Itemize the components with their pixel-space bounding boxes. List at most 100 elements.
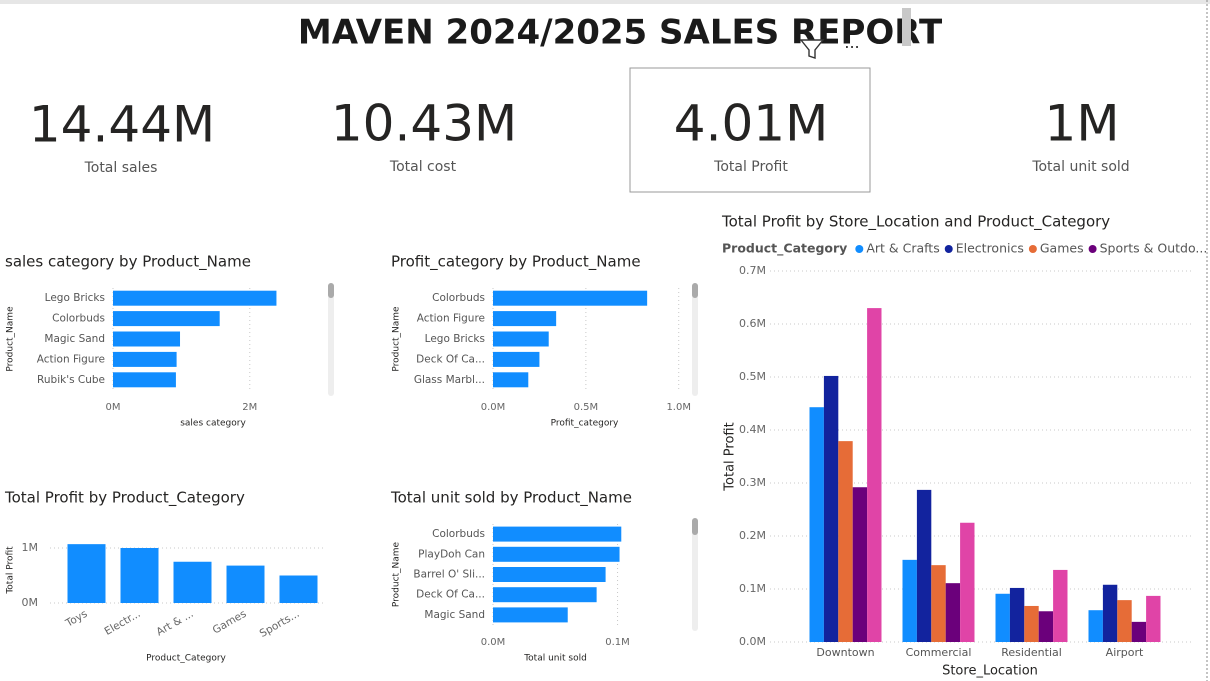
scroll-thumb[interactable] xyxy=(328,283,334,298)
x-tick-label: 0.1M xyxy=(605,637,630,648)
chart-title: sales category by Product_Name xyxy=(5,253,251,272)
bar xyxy=(838,441,853,642)
bar xyxy=(493,526,622,542)
x-axis-label: Product_Category xyxy=(146,654,226,664)
x-tick-label: 0M xyxy=(106,402,121,413)
bar xyxy=(493,290,648,306)
chart-title: Total Profit by Store_Location and Produ… xyxy=(721,213,1110,232)
y-axis-label: Total Profit xyxy=(6,546,16,595)
bar xyxy=(493,351,540,367)
x-tick-label: Sports... xyxy=(258,608,302,640)
chart-title: Total Profit by Product_Category xyxy=(4,489,245,508)
bar xyxy=(995,593,1010,642)
bar xyxy=(67,544,106,603)
x-axis-label: Profit_category xyxy=(551,419,619,429)
y-tick-label: 0.7M xyxy=(739,264,766,277)
legend-swatch xyxy=(1028,245,1037,253)
bar xyxy=(279,575,318,603)
y-tick-label: Colorbuds xyxy=(432,292,485,304)
bar xyxy=(1038,611,1054,642)
x-tick-label: 2M xyxy=(242,402,257,413)
bar xyxy=(916,489,932,642)
legend-label: Art & Crafts xyxy=(866,241,939,256)
scrollbar[interactable] xyxy=(692,283,698,396)
x-tick-label: Commercial xyxy=(906,646,972,659)
bar xyxy=(1117,600,1132,642)
x-tick-label: 0.0M xyxy=(481,637,506,648)
y-tick-label: 0.1M xyxy=(739,582,766,595)
y-tick-label: Action Figure xyxy=(37,353,105,365)
bar xyxy=(493,607,568,623)
y-tick-label: Colorbuds xyxy=(432,528,485,540)
y-tick-label: Barrel O' Sli... xyxy=(413,569,485,581)
top-bar xyxy=(0,0,1210,4)
scroll-thumb[interactable] xyxy=(692,518,698,535)
y-tick-label: Glass Marbl... xyxy=(414,374,485,386)
bar xyxy=(1131,621,1147,642)
y-tick-label: 0.4M xyxy=(739,423,766,436)
bar xyxy=(113,311,220,327)
bar xyxy=(1146,595,1161,642)
y-tick-label: 0.2M xyxy=(739,529,766,542)
x-axis-label: sales category xyxy=(180,419,246,429)
x-tick-label: Airport xyxy=(1106,646,1144,659)
y-tick-label: Colorbuds xyxy=(52,313,105,325)
scrollbar[interactable] xyxy=(328,283,334,396)
bar xyxy=(226,565,265,603)
bar xyxy=(493,546,620,562)
y-axis-label: Product_Name xyxy=(392,306,402,372)
kpi-label: Total Profit xyxy=(713,159,788,175)
x-axis-label: Total unit sold xyxy=(523,654,587,664)
x-tick-label: Downtown xyxy=(816,646,874,659)
bar xyxy=(120,548,159,603)
y-tick-label: 0.0M xyxy=(739,635,766,648)
kpi-label: Total unit sold xyxy=(1031,159,1129,175)
bar xyxy=(960,522,975,642)
y-tick-label: Magic Sand xyxy=(44,333,105,345)
x-tick-label: 0.5M xyxy=(574,402,599,413)
kpi-value: 1M xyxy=(1045,95,1120,153)
legend-swatch xyxy=(1088,245,1097,253)
x-tick-label: Art & ... xyxy=(154,608,195,639)
scrollbar[interactable] xyxy=(692,518,698,631)
kpi-value: 14.44M xyxy=(29,96,215,154)
bar xyxy=(493,331,549,347)
legend-label: Games xyxy=(1040,241,1084,256)
more-options[interactable]: ··· xyxy=(844,38,859,57)
y-tick-label: Rubik's Cube xyxy=(37,374,105,386)
bar xyxy=(493,567,606,582)
x-axis-label: Store_Location xyxy=(942,664,1038,679)
y-axis-label: Product_Name xyxy=(392,541,402,607)
card-focus-border xyxy=(629,67,871,193)
bar xyxy=(931,565,946,642)
y-tick-label: 0.3M xyxy=(739,476,766,489)
x-tick-label: Electr... xyxy=(102,608,142,638)
y-tick-label: Lego Bricks xyxy=(425,333,485,345)
scroll-thumb[interactable] xyxy=(692,283,698,298)
kpi-value: 10.43M xyxy=(331,95,517,153)
bar xyxy=(1053,569,1068,642)
y-axis-label: Product_Name xyxy=(6,306,16,372)
bar xyxy=(823,375,839,642)
bar xyxy=(902,559,917,642)
bar xyxy=(1009,587,1025,642)
legend-swatch xyxy=(944,245,953,253)
report-title: MAVEN 2024/2025 SALES REPORT xyxy=(298,13,943,53)
legend-label: Sports & Outdo... xyxy=(1100,241,1208,256)
bar xyxy=(493,587,597,603)
bar xyxy=(1024,605,1039,642)
kpi-label: Total sales xyxy=(84,160,158,176)
bar xyxy=(113,290,277,306)
y-tick-label: 0M xyxy=(22,596,39,609)
bar xyxy=(945,583,961,642)
x-tick-label: 1.0M xyxy=(666,402,691,413)
bar xyxy=(1102,584,1118,642)
filter-icon[interactable] xyxy=(799,39,825,59)
legend-title: Product_Category xyxy=(722,241,847,257)
y-tick-label: PlayDoh Can xyxy=(418,548,485,560)
y-tick-label: Deck Of Ca... xyxy=(416,589,485,601)
bar xyxy=(113,331,181,347)
x-tick-label: Residential xyxy=(1001,646,1062,659)
bar xyxy=(493,311,557,327)
